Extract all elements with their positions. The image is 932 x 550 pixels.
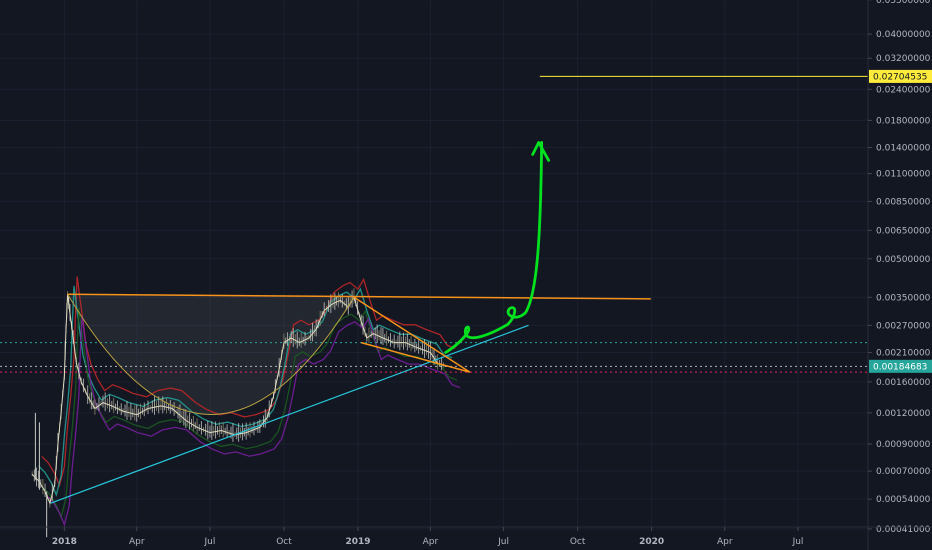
y-tick-label: 0.01100000 — [876, 170, 931, 180]
price-badge — [869, 69, 932, 83]
y-tick-label: 0.03200000 — [876, 54, 931, 64]
support-trendline[interactable] — [50, 324, 529, 504]
projection-arrow-head — [531, 141, 551, 162]
y-tick-label: 0.04000000 — [876, 30, 931, 40]
price-line — [31, 294, 446, 505]
y-tick-label: 0.00054000 — [876, 495, 931, 505]
indicator-teal-line — [38, 285, 453, 497]
y-tick-label: 0.05500000 — [876, 0, 931, 6]
y-tick-label: 0.00070000 — [876, 467, 931, 477]
horizontal-levels — [0, 75, 868, 373]
indicator-green-line — [42, 307, 458, 520]
grid — [0, 0, 868, 530]
resistance-line[interactable] — [67, 293, 651, 300]
projection-arrow[interactable] — [444, 141, 544, 354]
y-tick-label: 0.02400000 — [876, 85, 931, 95]
y-tick-label: 0.00500000 — [876, 255, 931, 265]
x-tick-label: Jul — [204, 537, 216, 547]
y-tick-label: 0.00270000 — [876, 321, 931, 331]
y-tick-label: 0.00090000 — [876, 440, 931, 450]
price-badges: 0.02704535 0.00184683 — [869, 69, 932, 373]
x-tick-label: Jul — [792, 537, 804, 547]
x-tick-label: Oct — [570, 537, 586, 547]
wedge-upper-line[interactable] — [353, 296, 471, 373]
price-badge — [869, 359, 932, 373]
x-tick-label: Oct — [276, 537, 292, 547]
y-tick-label: 0.01800000 — [876, 116, 931, 126]
x-tick-label: Jul — [497, 537, 509, 547]
price-series — [31, 288, 446, 538]
y-tick-label: 0.00850000 — [876, 197, 931, 207]
cup-curve[interactable] — [67, 293, 355, 415]
price-badge-label: 0.02704535 — [873, 72, 927, 82]
x-tick-label: 2020 — [639, 537, 664, 547]
x-tick-label: Apr — [717, 537, 733, 547]
cup-area — [67, 294, 354, 415]
price-axis[interactable]: 0.05500000 0.04000000 0.03200000 0.02400000… — [867, 0, 931, 550]
x-tick-label: 2019 — [345, 537, 370, 547]
y-tick-label: 0.01400000 — [876, 144, 931, 154]
x-tick-label: Apr — [129, 537, 145, 547]
price-badge-label: 0.00184683 — [873, 362, 927, 372]
indicator-purple-line — [46, 315, 461, 527]
drawing-tools — [50, 141, 651, 504]
wedge-lower-line[interactable] — [361, 341, 470, 373]
y-tick-label: 0.00650000 — [876, 226, 931, 236]
cup-shading — [67, 294, 354, 415]
x-tick-label: 2018 — [52, 537, 77, 547]
x-tick-label: Apr — [423, 537, 439, 547]
y-tick-label: 0.00041000 — [876, 525, 931, 535]
y-tick-label: 0.00210000 — [876, 348, 931, 358]
y-tick-label: 0.00160000 — [876, 378, 931, 388]
y-tick-label: 0.00120000 — [876, 409, 931, 419]
y-tick-label: 0.00350000 — [876, 293, 931, 303]
time-axis[interactable]: 2018 Apr Jul Oct 2019 Apr Jul Oct 2020 Apr Jul — [0, 526, 932, 547]
